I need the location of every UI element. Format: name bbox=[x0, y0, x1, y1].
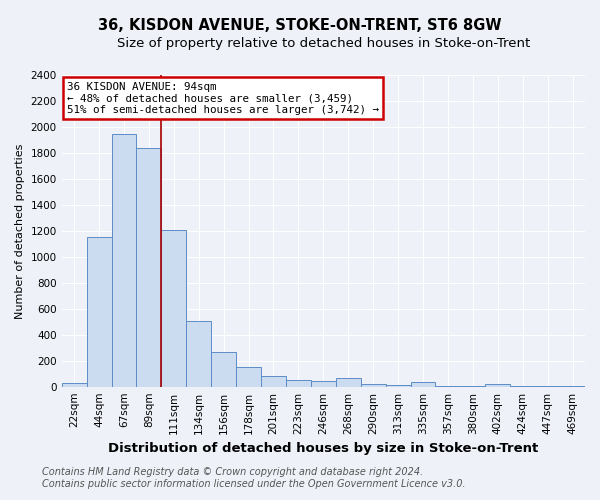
Bar bbox=[186, 320, 211, 386]
Text: Contains HM Land Registry data © Crown copyright and database right 2024.
Contai: Contains HM Land Registry data © Crown c… bbox=[42, 468, 466, 489]
Bar bbox=[361, 384, 386, 386]
X-axis label: Distribution of detached houses by size in Stoke-on-Trent: Distribution of detached houses by size … bbox=[108, 442, 538, 455]
Bar bbox=[211, 352, 236, 386]
Bar bbox=[62, 384, 86, 386]
Bar bbox=[485, 384, 510, 386]
Bar bbox=[136, 148, 161, 386]
Y-axis label: Number of detached properties: Number of detached properties bbox=[15, 144, 25, 318]
Bar bbox=[86, 238, 112, 386]
Bar bbox=[410, 382, 436, 386]
Bar bbox=[286, 380, 311, 386]
Bar bbox=[112, 134, 136, 386]
Bar bbox=[311, 381, 336, 386]
Title: Size of property relative to detached houses in Stoke-on-Trent: Size of property relative to detached ho… bbox=[117, 38, 530, 51]
Bar bbox=[336, 378, 361, 386]
Text: 36 KISDON AVENUE: 94sqm
← 48% of detached houses are smaller (3,459)
51% of semi: 36 KISDON AVENUE: 94sqm ← 48% of detache… bbox=[67, 82, 379, 114]
Bar bbox=[386, 384, 410, 386]
Text: 36, KISDON AVENUE, STOKE-ON-TRENT, ST6 8GW: 36, KISDON AVENUE, STOKE-ON-TRENT, ST6 8… bbox=[98, 18, 502, 32]
Bar bbox=[261, 376, 286, 386]
Bar bbox=[161, 230, 186, 386]
Bar bbox=[236, 366, 261, 386]
